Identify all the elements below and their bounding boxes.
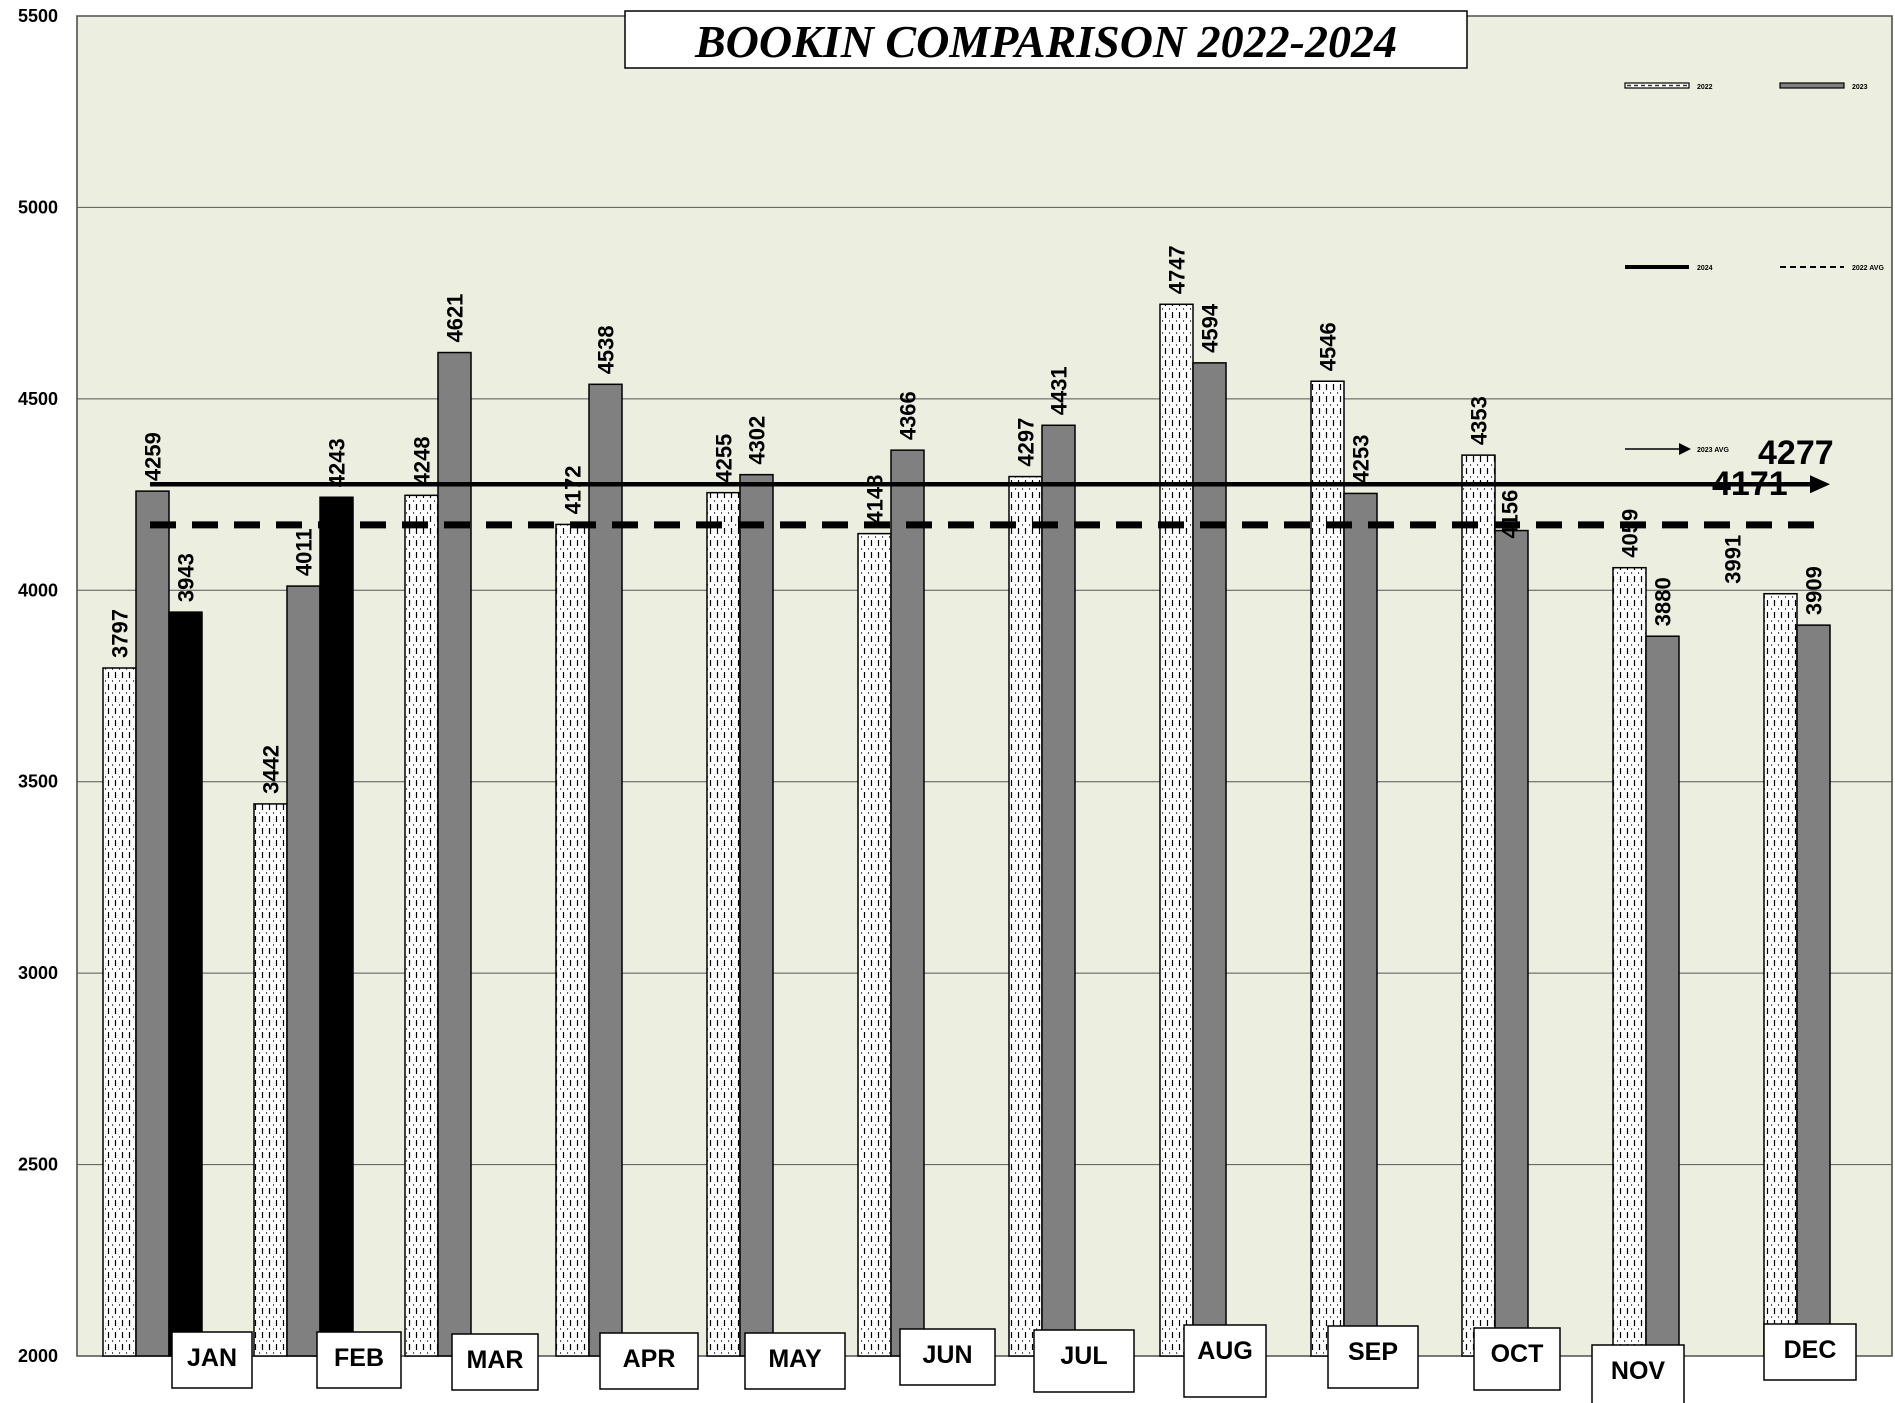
value-label-2022-aug: 4747 — [1165, 245, 1190, 294]
value-label-2022-apr: 4172 — [561, 465, 586, 514]
y-tick-label: 4000 — [18, 580, 58, 600]
value-label-2023-aug: 4594 — [1198, 303, 1223, 353]
chart-title: BOOKIN COMPARISON 2022-2024 — [694, 16, 1397, 67]
month-label-jan: JAN — [187, 1344, 237, 1372]
y-tick-label: 2500 — [18, 1155, 58, 1175]
value-label-2022-oct: 4353 — [1467, 396, 1492, 445]
month-label-dec: DEC — [1784, 1336, 1837, 1364]
bar-2023-mar — [438, 353, 471, 1356]
bar-2023-may — [740, 475, 773, 1356]
value-label-2022-may: 4255 — [712, 434, 737, 483]
bar-2022-may — [707, 493, 740, 1356]
month-label-oct: OCT — [1491, 1340, 1544, 1368]
value-label-2023-oct: 4156 — [1498, 490, 1523, 539]
bar-2023-feb — [287, 586, 320, 1356]
value-label-2024-feb: 4243 — [325, 438, 350, 487]
value-label-2024-jan: 3943 — [174, 553, 199, 602]
bar-2024-feb — [320, 497, 353, 1356]
y-tick-label: 5500 — [18, 6, 58, 26]
legend-label: 2024 — [1697, 265, 1713, 272]
bar-2023-apr — [589, 384, 622, 1356]
bar-2023-aug — [1193, 363, 1226, 1356]
value-label-2023-jun: 4366 — [896, 391, 921, 440]
bar-2024-jan — [169, 612, 202, 1356]
bar-2022-oct — [1462, 455, 1495, 1356]
value-label-2022-feb: 3442 — [259, 745, 284, 794]
month-label-apr: APR — [623, 1345, 676, 1373]
value-label-2023-sep: 4253 — [1349, 434, 1374, 483]
month-label-feb: FEB — [334, 1344, 384, 1372]
bar-2023-jul — [1042, 425, 1075, 1356]
y-tick-label: 5000 — [18, 197, 58, 217]
month-label-nov: NOV — [1611, 1357, 1666, 1385]
value-label-2023-jan: 4259 — [141, 432, 166, 481]
value-label-2023-nov: 3880 — [1651, 577, 1676, 626]
y-axis-ticks: 2000 2500 3000 3500 4000 4500 5000 5500 — [18, 6, 58, 1366]
legend-label: 2022 — [1697, 84, 1713, 91]
month-label-may: MAY — [768, 1345, 822, 1373]
value-label-2022-jan: 3797 — [108, 609, 133, 658]
legend-label: 2023 — [1852, 84, 1868, 91]
y-tick-label: 4500 — [18, 389, 58, 409]
bar-2022-jul — [1009, 477, 1042, 1356]
month-label-mar: MAR — [467, 1346, 524, 1374]
bar-2023-jan — [136, 491, 169, 1356]
bar-2022-jan — [103, 668, 136, 1356]
avg-value-2022: 4171 — [1712, 465, 1788, 503]
legend-swatch — [1780, 83, 1844, 88]
month-label-aug: AUG — [1197, 1337, 1253, 1365]
bar-2022-aug — [1160, 304, 1193, 1356]
bar-2022-jun — [858, 534, 891, 1356]
value-label-2022-nov: 4059 — [1618, 509, 1643, 558]
value-label-2022-dec: 3991 — [1721, 535, 1746, 584]
month-label-sep: SEP — [1348, 1338, 1398, 1366]
bar-2023-sep — [1344, 493, 1377, 1356]
value-label-2022-sep: 4546 — [1316, 322, 1341, 371]
bar-2022-nov — [1613, 568, 1646, 1356]
legend-label: 2022 AVG — [1852, 265, 1884, 272]
value-label-2022-jul: 4297 — [1014, 418, 1039, 467]
bar-2022-dec — [1764, 594, 1797, 1356]
value-label-2023-jul: 4431 — [1047, 366, 1072, 415]
month-label-jul: JUL — [1060, 1342, 1107, 1370]
y-tick-label: 2000 — [18, 1346, 58, 1366]
title-box: BOOKIN COMPARISON 2022-2024 — [625, 11, 1467, 68]
y-tick-label: 3500 — [18, 772, 58, 792]
bar-2023-jun — [891, 450, 924, 1356]
bar-2023-nov — [1646, 636, 1679, 1356]
value-label-2023-dec: 3909 — [1802, 566, 1827, 615]
value-label-2022-mar: 4248 — [410, 436, 435, 485]
bar-2022-mar — [405, 495, 438, 1356]
month-label-jun: JUN — [922, 1341, 972, 1369]
bar-2022-apr — [556, 524, 589, 1356]
value-label-2023-mar: 4621 — [443, 294, 468, 343]
legend-label: 2023 AVG — [1697, 447, 1729, 454]
value-label-2023-apr: 4538 — [594, 325, 619, 374]
bar-2023-dec — [1797, 625, 1830, 1356]
y-tick-label: 3000 — [18, 963, 58, 983]
bar-2022-feb — [254, 804, 287, 1356]
value-label-2023-may: 4302 — [745, 416, 770, 465]
value-label-2023-feb: 4011 — [292, 528, 317, 576]
bar-2023-oct — [1495, 531, 1528, 1356]
